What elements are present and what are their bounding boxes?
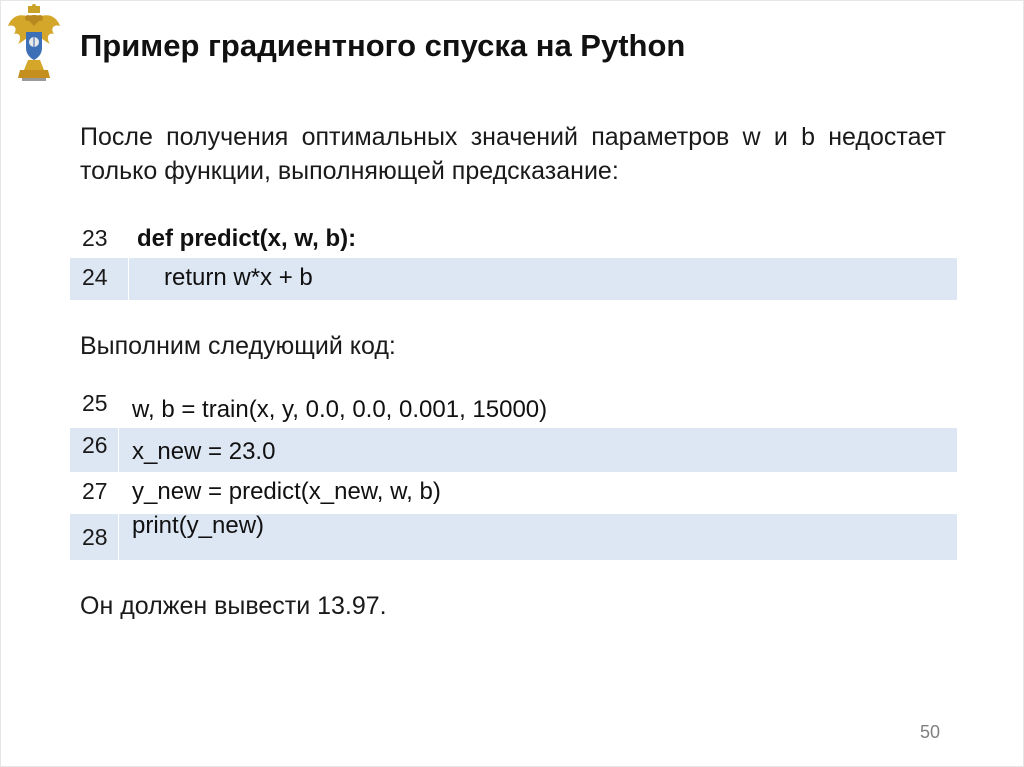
code-line: return w*x + b bbox=[164, 264, 313, 291]
result-text: Он должен вывести 13.97. bbox=[80, 592, 387, 620]
gutter-divider bbox=[128, 258, 129, 300]
code-line: def predict(x, w, b): bbox=[137, 225, 357, 252]
code-line: x_new = 23.0 bbox=[132, 438, 276, 465]
code-row: 23 def predict(x, w, b): bbox=[70, 216, 957, 258]
code-row: 26 x_new = 23.0 bbox=[70, 428, 957, 472]
code-line: w, b = train(x, y, 0.0, 0.0, 0.001, 1500… bbox=[132, 396, 548, 423]
gutter-divider bbox=[118, 428, 119, 472]
intro-paragraph: После получения оптимальных значений пар… bbox=[80, 123, 946, 185]
page-number: 50 bbox=[920, 722, 941, 742]
code-line: print(y_new) bbox=[132, 512, 265, 539]
code-row: 28 print(y_new) bbox=[70, 512, 957, 560]
line-number: 24 bbox=[82, 264, 108, 290]
code-block-predict: 23 def predict(x, w, b): 24 return w*x +… bbox=[70, 216, 957, 300]
slide-title: Пример градиентного спуска на Python bbox=[80, 28, 686, 63]
code-line: y_new = predict(x_new, w, b) bbox=[132, 478, 441, 505]
gutter-divider bbox=[118, 514, 119, 560]
code-row: 27 y_new = predict(x_new, w, b) bbox=[70, 472, 957, 514]
code-block-run: 25 w, b = train(x, y, 0.0, 0.0, 0.001, 1… bbox=[70, 384, 957, 560]
coat-of-arms-logo-icon bbox=[8, 4, 60, 81]
line-number: 26 bbox=[82, 432, 108, 458]
line-number: 25 bbox=[82, 390, 108, 416]
code-row: 25 w, b = train(x, y, 0.0, 0.0, 0.001, 1… bbox=[70, 384, 957, 428]
code-row: 24 return w*x + b bbox=[70, 258, 957, 300]
middle-text: Выполним следующий код: bbox=[80, 332, 396, 360]
line-number: 23 bbox=[82, 225, 108, 251]
line-number: 27 bbox=[82, 478, 108, 504]
line-number: 28 bbox=[82, 524, 108, 550]
